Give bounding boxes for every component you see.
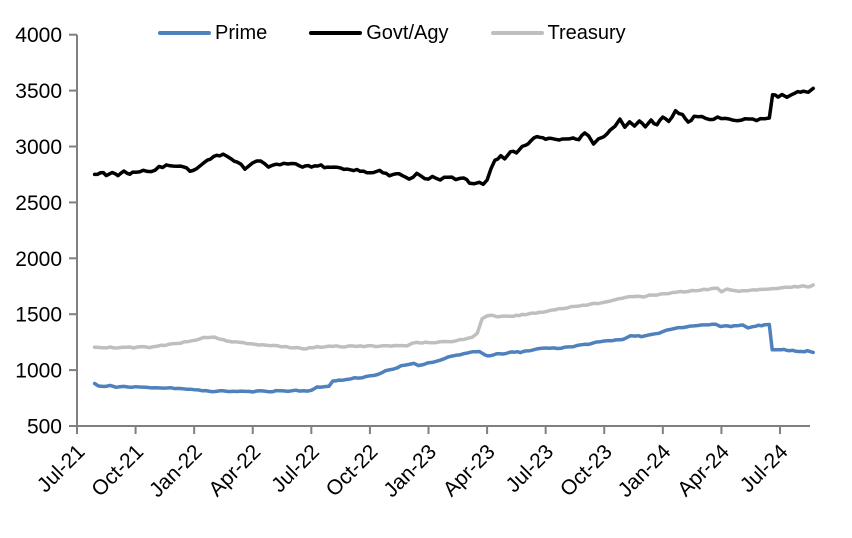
y-tick-label: 2500: [15, 192, 62, 215]
y-tick-label: 2000: [15, 248, 62, 271]
x-tick-label: Apr-22: [204, 440, 265, 501]
chart-legend: Prime Govt/Agy Treasury: [158, 20, 626, 46]
legend-label-treasury: Treasury: [547, 22, 626, 44]
x-tick-label: Apr-24: [673, 440, 734, 501]
y-tick-label: 500: [27, 416, 62, 439]
series-line-prime: [92, 322, 815, 394]
x-tick-label: Jan-22: [145, 440, 207, 502]
x-tick-label: Jul-24: [736, 440, 793, 497]
y-tick-label: 3500: [15, 80, 62, 103]
x-tick-label: Oct-23: [556, 440, 617, 501]
legend-swatch-prime: [158, 30, 211, 36]
legend-item-treasury: Treasury: [490, 20, 626, 46]
x-tick-label: Jul-21: [33, 440, 90, 497]
series-line-govt-agy: [92, 86, 815, 187]
y-tick-label: 4000: [15, 24, 62, 47]
x-tick-label: Apr-23: [439, 440, 500, 501]
x-tick-label: Jan-23: [379, 440, 441, 502]
series-line-treasury: [92, 283, 815, 351]
x-tick-label: Oct-22: [322, 440, 383, 501]
legend-item-prime: Prime: [158, 20, 267, 46]
x-tick-label: Jul-22: [267, 440, 324, 497]
legend-label-prime: Prime: [215, 22, 268, 44]
legend-swatch-treasury: [490, 30, 544, 36]
x-tick-label: Oct-21: [87, 440, 148, 501]
legend-item-govt-agy: Govt/Agy: [309, 20, 449, 46]
y-tick-label: 1000: [15, 360, 62, 383]
legend-swatch-govt-agy: [309, 30, 363, 36]
x-tick-label: Jan-24: [614, 440, 676, 502]
legend-label-govt-agy: Govt/Agy: [366, 22, 449, 44]
x-tick-label: Jul-23: [501, 440, 558, 497]
y-tick-label: 3000: [15, 136, 62, 159]
y-tick-label: 1500: [15, 304, 62, 327]
